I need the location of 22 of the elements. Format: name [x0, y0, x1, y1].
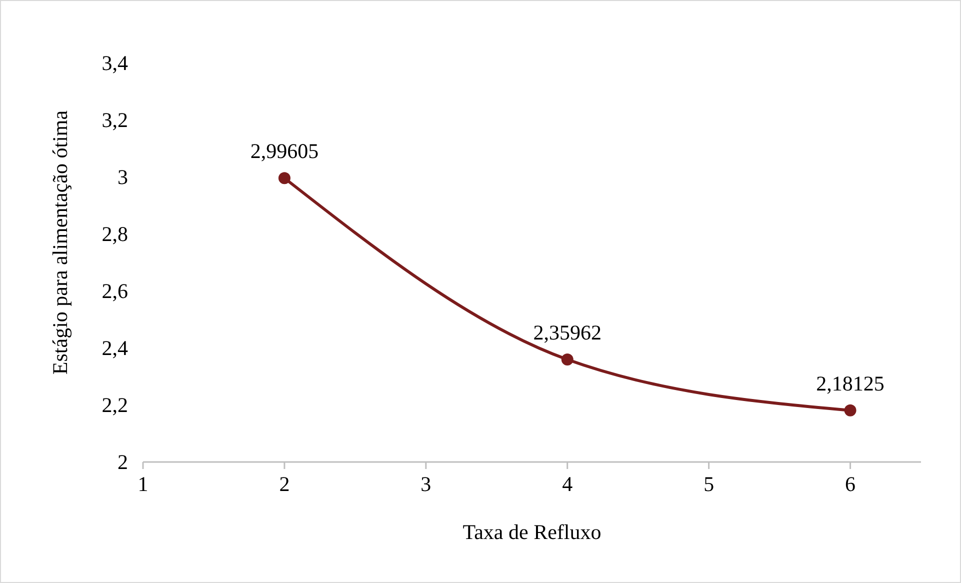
y-tick-label: 2 — [118, 450, 128, 474]
data-label: 2,99605 — [250, 139, 319, 164]
point — [844, 404, 856, 416]
x-axis-title: Taxa de Refluxo — [462, 520, 602, 544]
x-tick-label: 2 — [279, 472, 290, 496]
x-tick-label: 1 — [138, 472, 148, 496]
y-tick-label: 2,8 — [102, 222, 128, 246]
data-label: 2,18125 — [816, 371, 884, 396]
x-tick-label: 5 — [704, 472, 714, 496]
x-tick-label: 3 — [420, 472, 432, 496]
point — [278, 172, 290, 184]
y-tick-label: 3,4 — [102, 51, 128, 75]
y-tick-label: 3 — [118, 165, 128, 189]
y-axis-title: Estágio para alimentação ótima — [48, 110, 72, 375]
data-label: 2,35962 — [533, 320, 602, 345]
y-tick-label: 2,6 — [102, 279, 128, 303]
point — [561, 354, 574, 366]
x-tick-label: 6 — [845, 472, 856, 496]
y-tick-label: 3,2 — [102, 108, 128, 132]
y-tick-label: 2,2 — [102, 393, 128, 417]
y-tick-label: 2,4 — [102, 336, 128, 360]
x-tick-label: 4 — [562, 472, 574, 496]
